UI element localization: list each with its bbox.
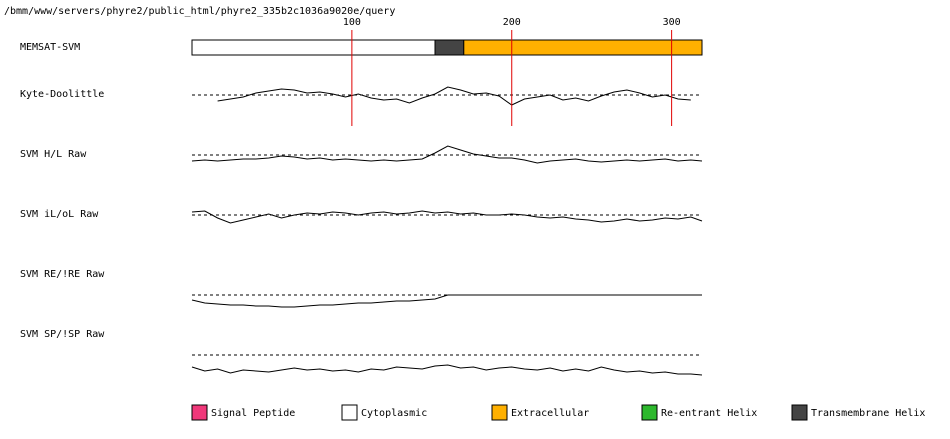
track-label: SVM RE/!RE Raw (20, 269, 105, 280)
legend-swatch (341, 404, 358, 421)
segment (191, 39, 436, 56)
legend-swatch (491, 404, 508, 421)
x-tick-label: 300 (663, 17, 681, 28)
track-line (217, 86, 691, 106)
track-line (191, 364, 703, 376)
legend-swatch (191, 404, 208, 421)
file-path: /bmm/www/servers/phyre2/public_html/phyr… (4, 6, 395, 17)
track-label: SVM SP/!SP Raw (20, 329, 105, 340)
track-label: Kyte-Doolittle (20, 89, 104, 100)
legend-label: Cytoplasmic (361, 408, 427, 419)
segment-label: MEMSAT-SVM (20, 42, 80, 53)
segment (463, 39, 703, 56)
track-line (191, 145, 703, 164)
track-line (191, 294, 702, 308)
legend-swatch (791, 404, 808, 421)
legend-label: Re-entrant Helix (661, 408, 757, 419)
x-tick-label: 100 (343, 17, 361, 28)
legend-label: Signal Peptide (211, 408, 295, 419)
legend-swatch (641, 404, 658, 421)
legend-label: Extracellular (511, 408, 589, 419)
legend-label: Transmembrane Helix (811, 408, 925, 419)
track-line (191, 210, 703, 224)
track-label: SVM iL/oL Raw (20, 209, 99, 220)
x-tick-label: 200 (503, 17, 521, 28)
track-label: SVM H/L Raw (20, 149, 87, 160)
segment (434, 39, 465, 56)
